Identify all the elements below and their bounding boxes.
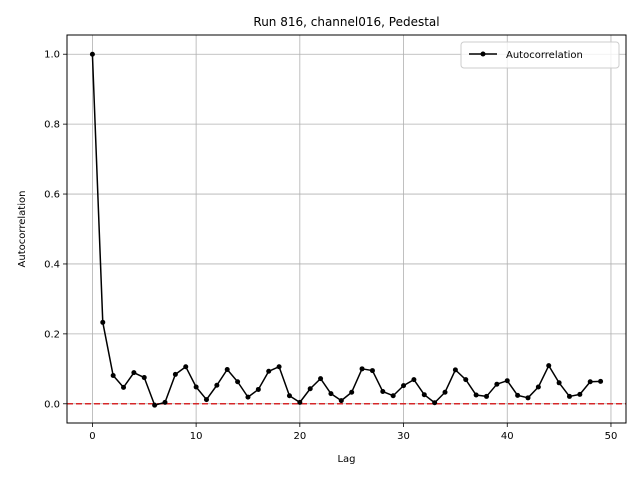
data-point <box>359 366 365 372</box>
data-point <box>598 378 604 384</box>
x-tick-label: 50 <box>605 431 618 442</box>
legend-box <box>460 41 620 69</box>
data-point <box>214 382 220 388</box>
data-point <box>318 376 324 382</box>
x-tick-label: 10 <box>190 431 203 442</box>
data-point <box>421 392 427 398</box>
chart-title: Run 816, channel016, Pedestal <box>253 15 439 29</box>
data-point <box>338 398 344 404</box>
legend: Autocorrelation <box>460 41 620 69</box>
data-point <box>141 375 147 381</box>
y-tick-label: 1.0 <box>44 50 60 61</box>
x-tick-label: 0 <box>89 431 95 442</box>
data-point <box>203 397 209 403</box>
data-point <box>494 381 500 387</box>
legend-marker-swatch <box>480 51 486 57</box>
data-point <box>587 379 593 385</box>
data-point <box>546 363 552 369</box>
data-point <box>463 377 469 383</box>
data-point <box>89 51 95 57</box>
data-point <box>515 392 521 398</box>
x-tick-label: 40 <box>501 431 514 442</box>
data-point <box>401 383 407 389</box>
y-tick-label: 0.2 <box>44 329 60 340</box>
data-point <box>245 394 251 400</box>
y-tick-label: 0.4 <box>44 259 60 270</box>
data-point <box>162 399 168 405</box>
data-point <box>442 389 448 395</box>
y-axis-label: Autocorrelation <box>17 191 28 268</box>
data-point <box>577 391 583 397</box>
data-point <box>369 368 375 374</box>
data-point <box>525 395 531 401</box>
data-point <box>452 367 458 373</box>
data-point <box>473 392 479 398</box>
data-point <box>307 386 313 392</box>
data-point <box>484 393 490 399</box>
data-point <box>556 380 562 386</box>
axis-ticks: 0 10 20 30 40 50 0.0 0.2 0.4 0.6 0.8 1.0 <box>44 50 617 442</box>
plot-frame <box>66 34 627 424</box>
data-point <box>152 402 158 408</box>
x-tick-label: 30 <box>397 431 410 442</box>
data-point <box>224 367 230 373</box>
data-point <box>411 377 417 383</box>
data-point <box>110 372 116 378</box>
data-point <box>504 378 510 384</box>
data-point <box>172 371 178 377</box>
y-tick-label: 0.0 <box>44 399 60 410</box>
data-point <box>266 368 272 374</box>
y-tick-label: 0.6 <box>44 190 60 201</box>
data-point <box>380 389 386 395</box>
data-point <box>297 399 303 405</box>
x-tick-label: 20 <box>293 431 306 442</box>
data-point <box>566 393 572 399</box>
data-point <box>235 379 241 385</box>
series-layer <box>89 51 604 408</box>
legend-entry-label: Autocorrelation <box>506 50 583 61</box>
data-point <box>286 393 292 399</box>
data-point <box>328 391 334 397</box>
y-tick-label: 0.8 <box>44 120 60 131</box>
data-point <box>349 389 355 395</box>
data-point <box>100 319 106 325</box>
data-point <box>276 364 282 370</box>
data-point <box>121 384 127 390</box>
data-point <box>255 386 261 392</box>
data-point <box>432 400 438 406</box>
data-point <box>390 393 396 399</box>
data-point <box>193 384 199 390</box>
x-axis-label: Lag <box>337 454 355 465</box>
data-point <box>183 364 189 370</box>
data-point <box>131 370 137 376</box>
data-point <box>535 384 541 390</box>
